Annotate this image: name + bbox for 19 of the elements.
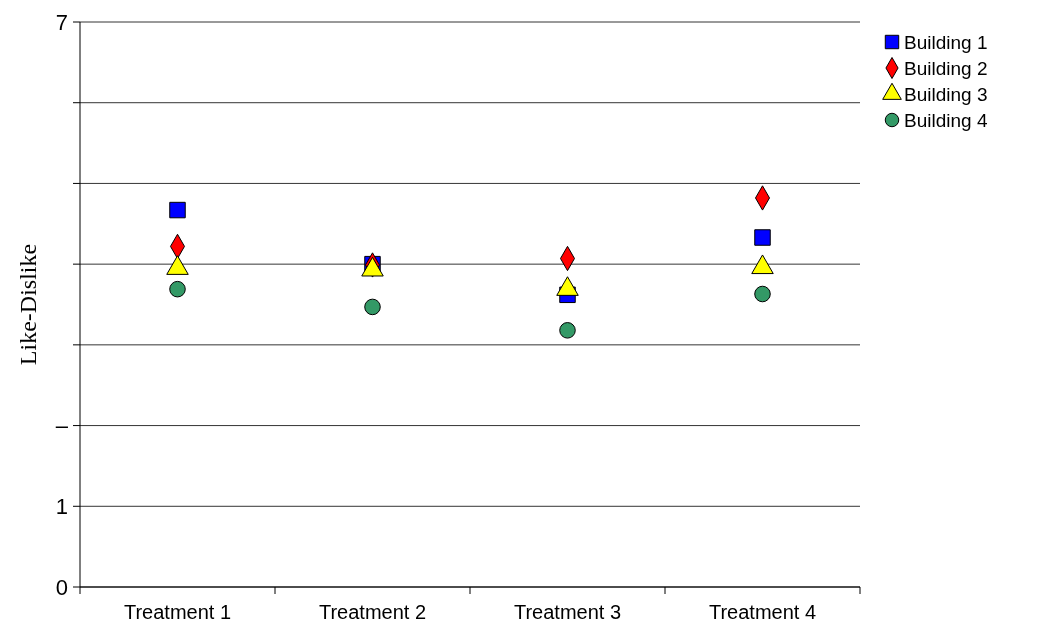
point <box>364 298 381 316</box>
legend-label: Building 1 <box>904 31 988 53</box>
point <box>559 322 576 339</box>
y-tick-label: 7 <box>55 9 68 35</box>
legend-label: Building 4 <box>904 109 988 131</box>
x-tick-label: Treatment 2 <box>318 601 427 623</box>
y-tick-label: – <box>55 413 69 439</box>
legend-label: Building 2 <box>904 57 988 79</box>
y-tick-label: 0 <box>55 574 68 600</box>
x-tick-label: Treatment 4 <box>708 601 817 623</box>
point <box>169 280 186 298</box>
y-axis-title: Like-Dislike <box>15 243 41 366</box>
point <box>754 285 771 303</box>
x-tick-label: Treatment 1 <box>123 601 232 623</box>
y-tick-label: 1 <box>55 493 68 519</box>
x-tick-label: Treatment 3 <box>513 601 622 623</box>
legend-label: Building 3 <box>904 83 988 105</box>
point <box>169 201 186 219</box>
point <box>754 229 771 246</box>
